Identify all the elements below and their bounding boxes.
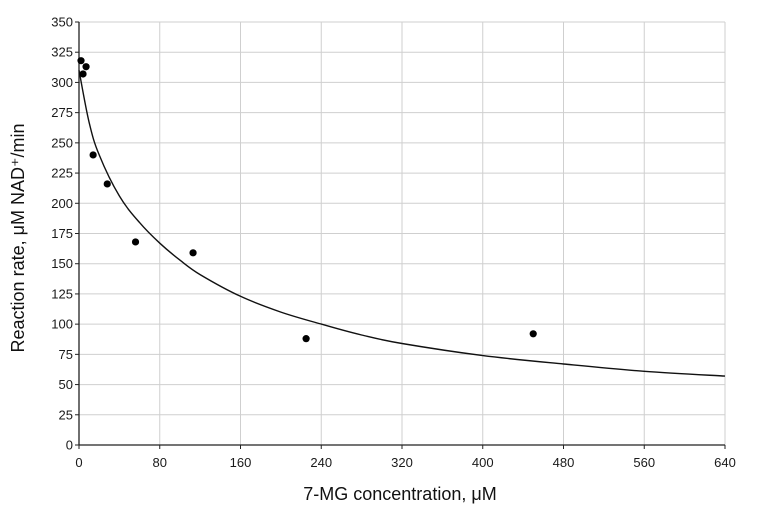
x-tick-label: 80 — [153, 455, 167, 470]
y-tick-label: 25 — [59, 407, 73, 422]
axes — [75, 21, 726, 449]
x-tick-label: 560 — [633, 455, 655, 470]
x-tick-label: 160 — [230, 455, 252, 470]
x-tick-label: 480 — [553, 455, 575, 470]
y-tick-label: 325 — [51, 45, 73, 60]
data-point — [189, 249, 197, 257]
y-tick-label: 300 — [51, 75, 73, 90]
data-point — [302, 335, 310, 343]
fit-curve-group — [78, 70, 726, 377]
data-point — [103, 180, 111, 188]
y-tick-label: 50 — [59, 377, 73, 392]
y-tick-label: 200 — [51, 196, 73, 211]
y-tick-label: 125 — [51, 286, 73, 301]
y-tick-label: 275 — [51, 105, 73, 120]
x-tick-labels: 0 80 160 240 320 400 480 560 640 — [75, 455, 735, 470]
fit-curve — [78, 70, 726, 377]
y-tick-label: 75 — [59, 347, 73, 362]
y-tick-label: 350 — [51, 15, 73, 30]
y-tick-label: 225 — [51, 166, 73, 181]
y-tick-label: 150 — [51, 256, 73, 271]
x-tick-label: 0 — [75, 455, 82, 470]
x-tick-label: 400 — [472, 455, 494, 470]
grid — [79, 21, 726, 445]
data-point — [529, 330, 537, 338]
y-axis-title: Reaction rate, μM NAD⁺/min — [8, 124, 28, 353]
y-tick-label: 250 — [51, 135, 73, 150]
data-point — [77, 57, 85, 65]
x-axis-title: 7-MG concentration, μM — [303, 484, 496, 504]
data-point — [131, 238, 140, 246]
data-point — [89, 151, 97, 159]
y-tick-labels: 0 25 50 75 100 125 150 175 200 225 250 275 300 325 350 — [51, 15, 73, 453]
y-tick-label: 175 — [51, 226, 73, 241]
x-tick-label: 240 — [310, 455, 332, 470]
data-point — [79, 70, 87, 78]
y-tick-label: 0 — [66, 438, 73, 453]
y-tick-label: 100 — [51, 317, 73, 332]
x-tick-label: 640 — [714, 455, 736, 470]
data-point — [82, 63, 90, 71]
data-points — [77, 57, 537, 343]
x-tick-label: 320 — [391, 455, 413, 470]
